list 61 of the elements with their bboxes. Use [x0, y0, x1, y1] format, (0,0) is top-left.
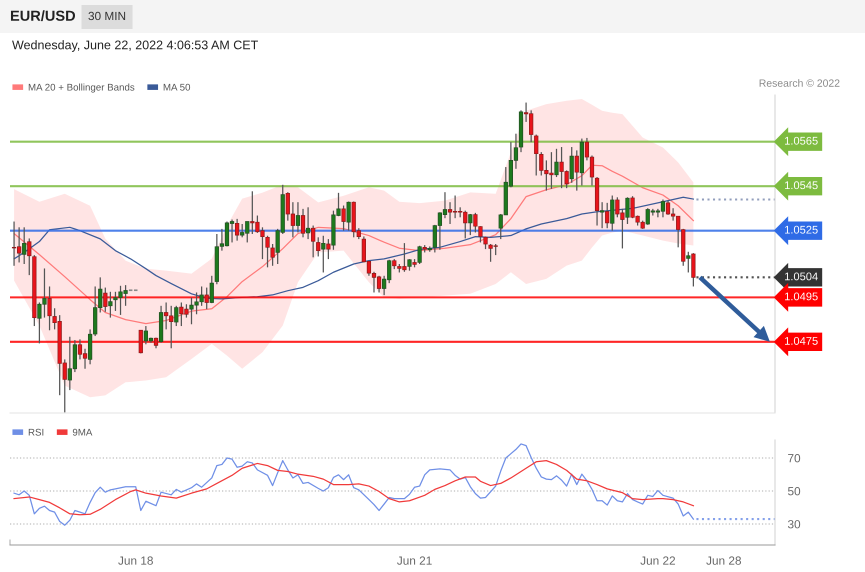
candlestick	[174, 305, 178, 327]
candlestick	[270, 243, 275, 266]
candlestick	[478, 226, 483, 244]
candlestick	[534, 134, 538, 176]
ref-line-label: 1.0525	[785, 226, 818, 234]
ref-line-label: 1.0504	[785, 272, 818, 280]
legend-label: 9MA	[72, 428, 92, 436]
candlestick	[306, 206, 310, 240]
ref-line-label: 1.0565	[785, 136, 818, 145]
candlestick	[610, 194, 614, 232]
legend-label: MA 20 + Bollinger Bands	[28, 84, 134, 93]
ref-line-label: 1.0495	[785, 292, 818, 300]
candlestick	[204, 286, 209, 310]
candlestick	[418, 245, 422, 265]
y-tick-label: 50	[788, 487, 800, 496]
legend-label: MA 50	[164, 84, 190, 91]
candlestick	[154, 336, 158, 349]
candlestick	[300, 208, 306, 238]
x-tick-label: Jun 22	[640, 556, 676, 565]
candlestick	[103, 286, 108, 312]
candlestick	[483, 236, 488, 250]
candlestick	[554, 148, 559, 178]
candlestick	[407, 258, 412, 272]
candlestick	[108, 291, 112, 318]
candlestick	[311, 224, 316, 258]
ref-line-label: 1.0545	[785, 181, 818, 190]
candlestick	[574, 150, 579, 192]
candlestick	[392, 258, 396, 270]
candlestick	[570, 146, 574, 184]
text: 30 MIN	[88, 12, 126, 20]
y-tick-label: 30	[788, 520, 800, 528]
x-tick-label: Jun 18	[118, 556, 153, 565]
candlestick	[210, 275, 214, 304]
line-series	[13, 443, 694, 526]
candlestick	[346, 200, 351, 232]
candlestick	[691, 252, 696, 288]
candlestick	[326, 238, 330, 260]
candlestick	[473, 212, 478, 234]
y-tick-label: 70	[788, 454, 800, 462]
chart-title: EUR/USD	[10, 10, 76, 22]
candlestick	[316, 236, 320, 258]
candlestick	[22, 226, 26, 265]
legend-label: RSI	[28, 428, 44, 436]
text: Research © 2022	[760, 79, 840, 87]
x-tick-label: Jun 28	[706, 556, 742, 565]
candlestick	[468, 213, 472, 236]
candlestick	[234, 218, 240, 242]
candlestick	[265, 235, 270, 268]
x-tick-label: Jun 21	[397, 556, 432, 565]
line-series	[13, 460, 694, 516]
candlestick	[138, 330, 143, 354]
candlestick	[296, 202, 300, 234]
candlestick	[605, 202, 610, 229]
candlestick	[341, 204, 346, 232]
chart-subtitle: Wednesday, June 22, 2022 4:06:53 AM CET	[12, 40, 258, 52]
candlestick	[321, 235, 326, 274]
candlestick	[27, 238, 32, 276]
candlestick	[686, 251, 690, 274]
ref-line-label: 1.0475	[785, 336, 818, 345]
candlestick	[47, 286, 52, 331]
candlestick	[625, 196, 630, 225]
